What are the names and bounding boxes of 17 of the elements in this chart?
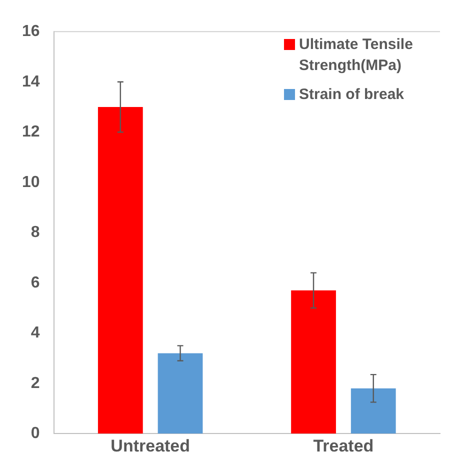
y-tick-label: 10 — [22, 174, 40, 191]
bar — [98, 106, 143, 434]
legend-label: Ultimate Tensile Strength(MPa) — [299, 35, 414, 76]
y-tick-label: 2 — [30, 374, 40, 392]
legend-label: Strain of break — [299, 85, 404, 105]
x-tick-label: Untreated — [110, 436, 190, 456]
x-tick-label: Treated — [313, 436, 374, 456]
y-tick-label: 16 — [22, 23, 40, 40]
bar — [291, 290, 336, 434]
bar — [158, 353, 203, 434]
y-tick-label: 8 — [30, 224, 40, 242]
y-tick-label: 12 — [22, 124, 40, 141]
bar — [350, 388, 396, 434]
y-tick-label: 4 — [30, 324, 40, 342]
y-tick-label: 14 — [22, 73, 40, 90]
y-tick-label: 0 — [30, 425, 40, 442]
y-tick-label: 6 — [30, 274, 40, 292]
